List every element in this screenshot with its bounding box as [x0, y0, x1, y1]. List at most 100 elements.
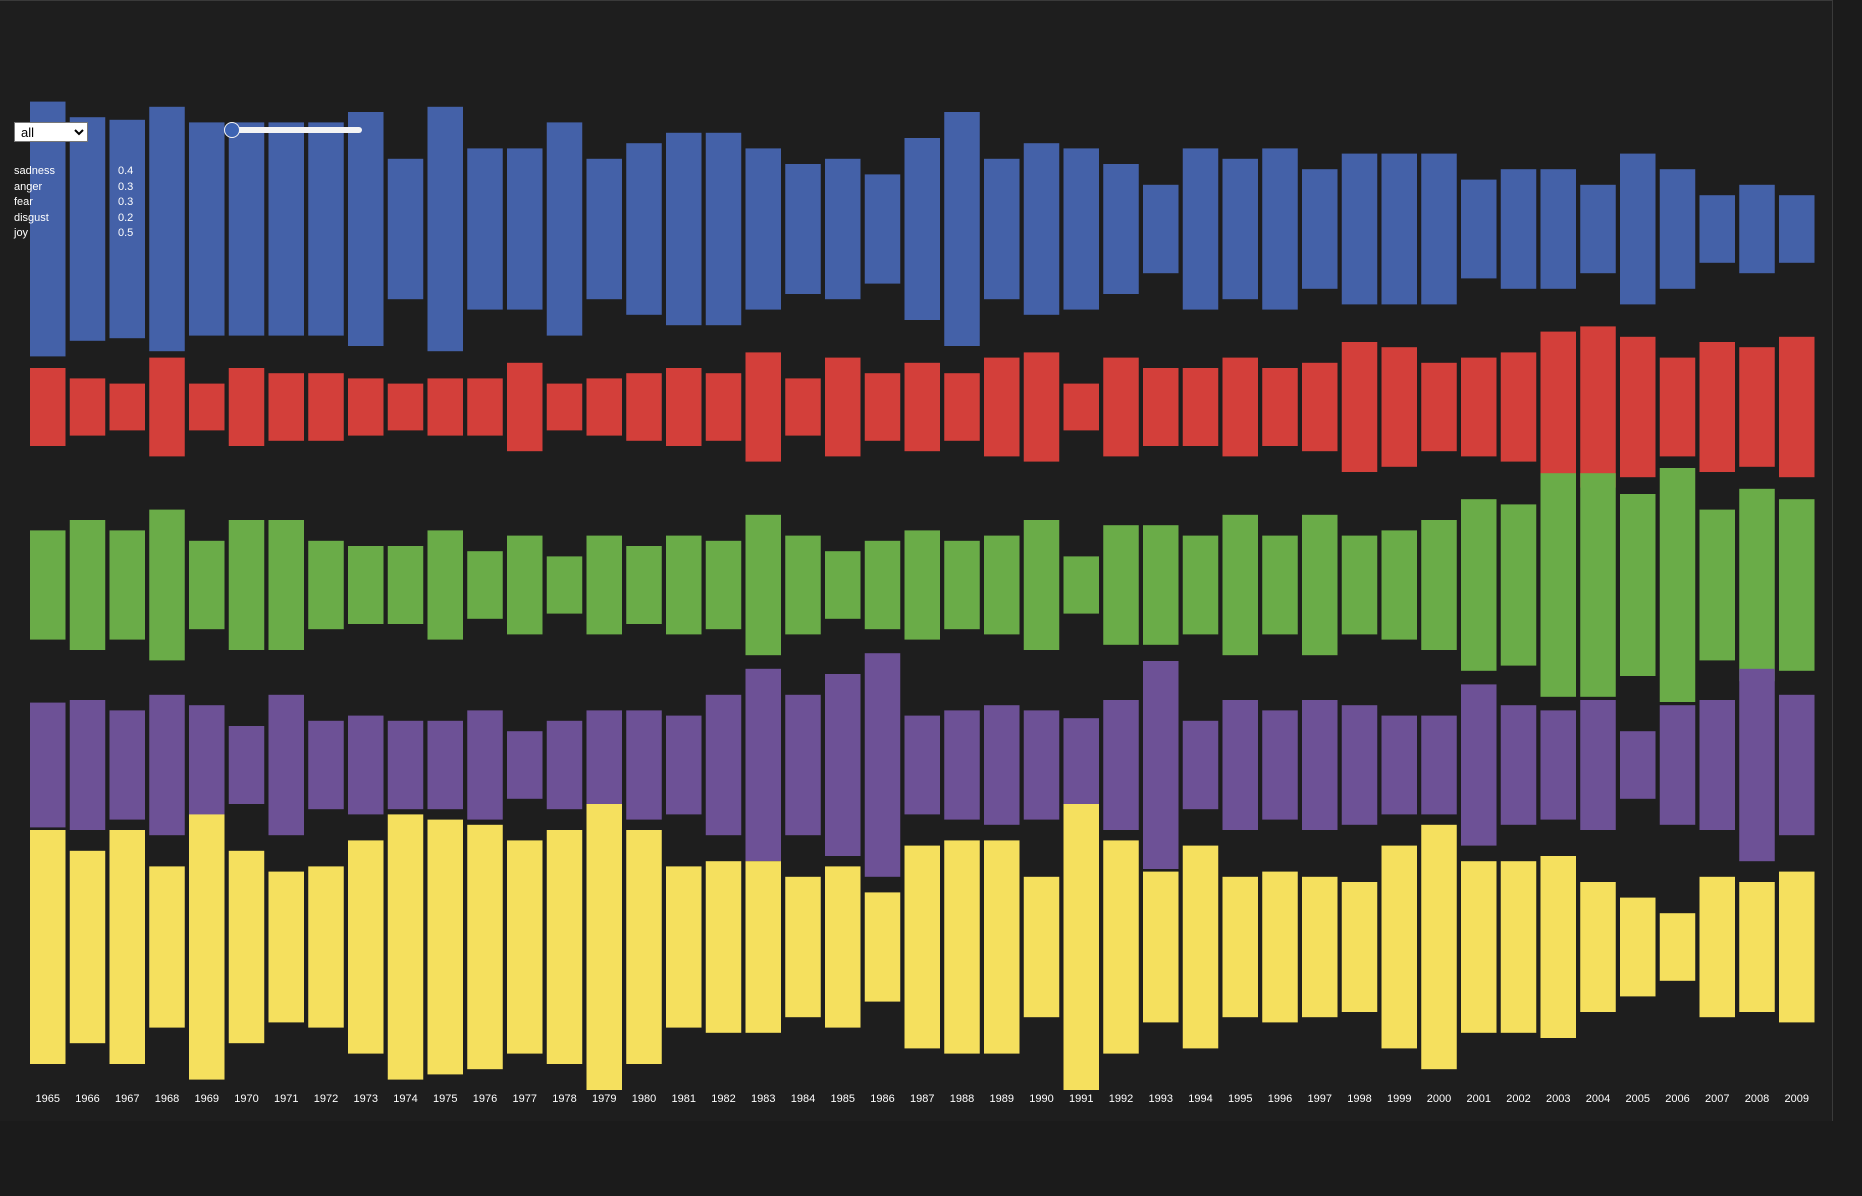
- bar-sadness-1971[interactable]: [268, 122, 305, 336]
- bar-disgust-1991[interactable]: [1063, 718, 1100, 812]
- bar-anger-1971[interactable]: [268, 373, 305, 441]
- bar-fear-1980[interactable]: [626, 546, 662, 624]
- bar-fear-1966[interactable]: [69, 520, 106, 650]
- bar-sadness-1968[interactable]: [149, 106, 185, 352]
- bar-joy-1998[interactable]: [1341, 882, 1378, 1012]
- bar-sadness-1967[interactable]: [109, 119, 146, 339]
- bar-joy-1977[interactable]: [507, 840, 543, 1054]
- bar-joy-1969[interactable]: [189, 814, 225, 1080]
- bar-sadness-1970[interactable]: [228, 122, 265, 336]
- bar-fear-1973[interactable]: [348, 546, 384, 624]
- bar-anger-1976[interactable]: [467, 378, 503, 436]
- bar-disgust-1982[interactable]: [705, 694, 742, 836]
- bar-sadness-2008[interactable]: [1739, 184, 1775, 274]
- bar-sadness-1969[interactable]: [189, 122, 225, 336]
- bar-fear-1975[interactable]: [427, 530, 464, 640]
- bar-disgust-1999[interactable]: [1381, 715, 1418, 815]
- bar-joy-1985[interactable]: [825, 866, 861, 1028]
- bar-disgust-1977[interactable]: [507, 731, 543, 799]
- bar-anger-1998[interactable]: [1341, 342, 1378, 472]
- bar-fear-1983[interactable]: [745, 514, 782, 656]
- bar-anger-1966[interactable]: [69, 378, 106, 436]
- bar-disgust-1983[interactable]: [745, 668, 782, 862]
- bar-anger-1979[interactable]: [586, 378, 623, 436]
- bar-joy-1980[interactable]: [626, 830, 662, 1064]
- bar-joy-1987[interactable]: [904, 845, 941, 1049]
- bar-anger-2001[interactable]: [1461, 357, 1497, 457]
- bar-sadness-1965[interactable]: [30, 101, 66, 357]
- bar-sadness-1989[interactable]: [984, 158, 1020, 300]
- bar-sadness-1966[interactable]: [69, 117, 106, 341]
- bar-anger-1992[interactable]: [1103, 357, 1139, 457]
- bar-sadness-1973[interactable]: [348, 112, 384, 346]
- bar-joy-2004[interactable]: [1580, 882, 1616, 1012]
- bar-joy-1991[interactable]: [1063, 804, 1100, 1090]
- bar-sadness-1974[interactable]: [387, 158, 424, 300]
- bar-sadness-1992[interactable]: [1103, 164, 1139, 294]
- bar-joy-2002[interactable]: [1500, 861, 1537, 1033]
- bar-fear-1987[interactable]: [904, 530, 941, 640]
- bar-anger-1989[interactable]: [984, 357, 1020, 457]
- bar-fear-1994[interactable]: [1182, 535, 1219, 635]
- bar-joy-1966[interactable]: [69, 850, 106, 1044]
- bar-anger-2009[interactable]: [1779, 336, 1815, 478]
- bar-sadness-1998[interactable]: [1341, 153, 1378, 305]
- bar-sadness-1978[interactable]: [546, 122, 583, 336]
- bar-joy-1979[interactable]: [586, 804, 623, 1090]
- bar-anger-2008[interactable]: [1739, 347, 1775, 467]
- bar-sadness-2009[interactable]: [1779, 195, 1815, 263]
- bar-sadness-2002[interactable]: [1500, 169, 1537, 289]
- bar-disgust-1968[interactable]: [149, 694, 185, 836]
- bar-anger-1986[interactable]: [864, 373, 901, 441]
- bar-disgust-1965[interactable]: [30, 702, 66, 828]
- bar-joy-1996[interactable]: [1262, 871, 1298, 1023]
- bar-disgust-2003[interactable]: [1540, 710, 1577, 820]
- bar-joy-2001[interactable]: [1461, 861, 1497, 1033]
- bar-sadness-1982[interactable]: [705, 132, 742, 326]
- bar-fear-1971[interactable]: [268, 520, 305, 650]
- bar-joy-1971[interactable]: [268, 871, 305, 1023]
- bar-anger-1983[interactable]: [745, 352, 782, 462]
- bar-disgust-1979[interactable]: [586, 710, 623, 820]
- bar-fear-2009[interactable]: [1779, 499, 1815, 671]
- bar-joy-1983[interactable]: [745, 861, 782, 1033]
- bar-fear-1968[interactable]: [149, 509, 185, 661]
- bar-joy-2006[interactable]: [1659, 913, 1696, 981]
- bar-anger-1984[interactable]: [785, 378, 821, 436]
- bar-sadness-1979[interactable]: [586, 158, 623, 300]
- bar-joy-1988[interactable]: [944, 840, 980, 1054]
- bar-anger-2002[interactable]: [1500, 352, 1537, 462]
- bar-disgust-1998[interactable]: [1341, 705, 1378, 825]
- bar-fear-1970[interactable]: [228, 520, 265, 650]
- bar-fear-2006[interactable]: [1659, 468, 1696, 702]
- bar-sadness-1981[interactable]: [666, 132, 702, 326]
- bar-joy-1973[interactable]: [348, 840, 384, 1054]
- bar-disgust-1984[interactable]: [785, 694, 821, 836]
- bar-disgust-1995[interactable]: [1222, 700, 1259, 830]
- bar-disgust-1981[interactable]: [666, 715, 702, 815]
- bar-joy-2005[interactable]: [1620, 897, 1656, 997]
- bar-anger-1977[interactable]: [507, 362, 543, 452]
- bar-anger-1969[interactable]: [189, 383, 225, 431]
- bar-joy-1997[interactable]: [1302, 876, 1338, 1018]
- bar-anger-2004[interactable]: [1580, 326, 1616, 488]
- bar-disgust-1994[interactable]: [1182, 720, 1219, 810]
- bar-sadness-1972[interactable]: [308, 122, 344, 336]
- bar-anger-1991[interactable]: [1063, 383, 1100, 431]
- bar-fear-1969[interactable]: [189, 540, 225, 630]
- bar-anger-2000[interactable]: [1421, 362, 1457, 452]
- bar-fear-1985[interactable]: [825, 551, 861, 619]
- bar-joy-1976[interactable]: [467, 824, 503, 1070]
- bar-sadness-1996[interactable]: [1262, 148, 1298, 310]
- bar-disgust-2000[interactable]: [1421, 715, 1457, 815]
- bar-anger-1995[interactable]: [1222, 357, 1259, 457]
- bar-anger-2003[interactable]: [1540, 331, 1577, 483]
- bar-sadness-1985[interactable]: [825, 158, 861, 300]
- bar-sadness-1999[interactable]: [1381, 153, 1418, 305]
- bar-disgust-1978[interactable]: [546, 720, 583, 810]
- bar-disgust-1980[interactable]: [626, 710, 662, 820]
- bar-sadness-1988[interactable]: [944, 112, 980, 346]
- bar-joy-2009[interactable]: [1779, 871, 1815, 1023]
- bar-disgust-2001[interactable]: [1461, 684, 1497, 846]
- bar-joy-1972[interactable]: [308, 866, 344, 1028]
